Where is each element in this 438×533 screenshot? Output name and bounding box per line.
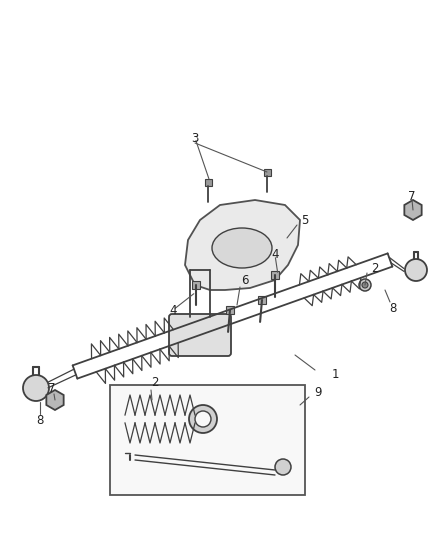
Text: 2: 2 xyxy=(371,262,379,274)
Bar xyxy=(226,306,234,314)
Text: 8: 8 xyxy=(389,302,397,314)
Polygon shape xyxy=(46,390,64,410)
Circle shape xyxy=(23,375,49,401)
Circle shape xyxy=(359,279,371,291)
Circle shape xyxy=(195,411,211,427)
Circle shape xyxy=(189,405,217,433)
Polygon shape xyxy=(404,200,422,220)
Text: 2: 2 xyxy=(151,376,159,390)
FancyBboxPatch shape xyxy=(169,314,231,356)
Ellipse shape xyxy=(212,228,272,268)
Text: 6: 6 xyxy=(241,273,249,287)
Text: 1: 1 xyxy=(331,368,339,382)
Text: 8: 8 xyxy=(36,414,44,426)
Text: 7: 7 xyxy=(48,382,56,394)
Circle shape xyxy=(275,459,291,475)
Text: 9: 9 xyxy=(314,386,322,400)
Text: 4: 4 xyxy=(271,248,279,262)
Text: 4: 4 xyxy=(169,303,177,317)
Circle shape xyxy=(148,397,155,403)
Text: 3: 3 xyxy=(191,132,199,144)
Bar xyxy=(258,296,266,304)
Circle shape xyxy=(145,393,159,407)
Text: 7: 7 xyxy=(408,190,416,203)
Polygon shape xyxy=(205,179,212,185)
Polygon shape xyxy=(264,168,271,175)
Text: 5: 5 xyxy=(301,214,309,227)
Circle shape xyxy=(405,259,427,281)
Bar xyxy=(271,271,279,279)
Bar xyxy=(110,385,305,495)
Circle shape xyxy=(362,282,368,288)
Bar xyxy=(192,281,200,289)
Polygon shape xyxy=(185,200,300,290)
